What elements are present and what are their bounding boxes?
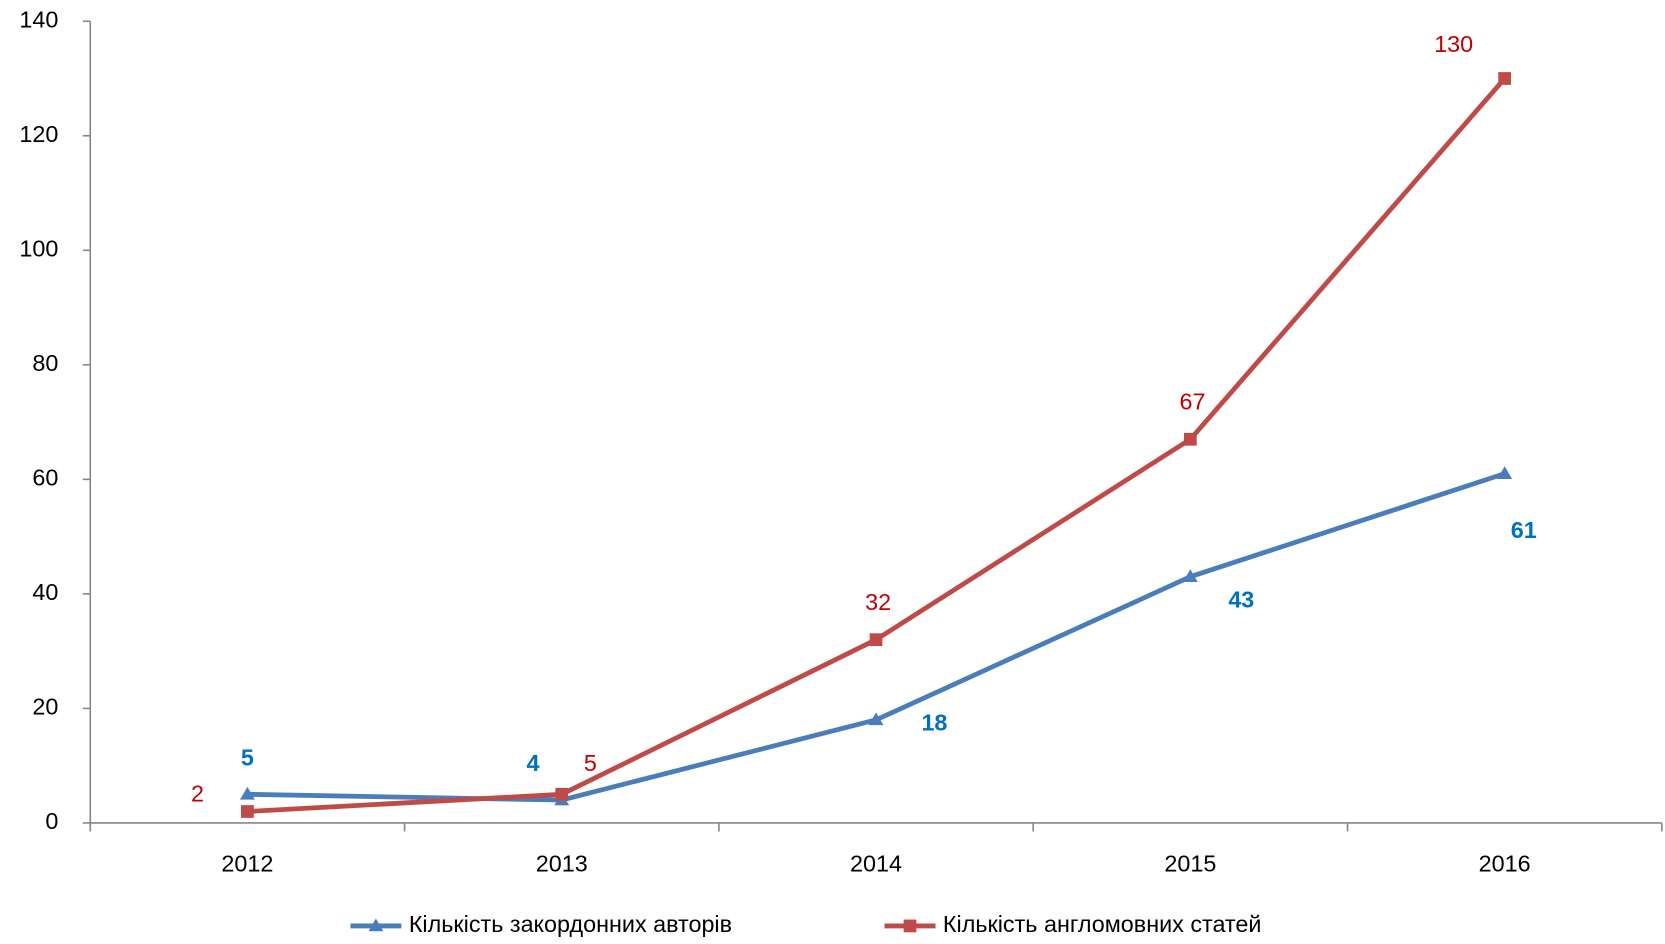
marker <box>241 805 254 818</box>
marker <box>555 787 569 801</box>
x-tick-label: 2012 <box>221 851 273 877</box>
marker <box>1182 569 1198 583</box>
data-label: 4 <box>527 750 540 776</box>
y-tick-label: 100 <box>19 235 58 261</box>
y-tick-label: 20 <box>32 694 58 720</box>
marker <box>368 918 384 932</box>
series-line <box>247 76 1507 814</box>
marker <box>239 786 255 800</box>
marker <box>869 633 883 647</box>
marker <box>903 919 917 933</box>
x-tick-label: 2015 <box>1164 851 1216 877</box>
data-label: 67 <box>1179 388 1205 414</box>
data-label: 2 <box>191 781 204 807</box>
y-tick-label: 40 <box>32 579 58 605</box>
marker <box>1183 432 1197 446</box>
data-label: 18 <box>921 709 947 735</box>
y-tick-label: 140 <box>19 6 58 32</box>
x-tick-label: 2016 <box>1479 851 1531 877</box>
y-tick-label: 120 <box>19 121 58 147</box>
y-tick-label: 60 <box>32 465 58 491</box>
data-label: 5 <box>241 744 254 770</box>
y-tick-label: 80 <box>32 350 58 376</box>
legend-label: Кількість закордонних авторів <box>409 911 732 937</box>
data-label: 5 <box>584 750 597 776</box>
data-label: 61 <box>1511 517 1537 543</box>
marker <box>868 712 884 726</box>
data-label: 43 <box>1228 586 1254 612</box>
legend-label: Кількість англомовних статей <box>943 911 1261 937</box>
x-tick-label: 2014 <box>850 851 902 877</box>
data-label: 32 <box>865 589 891 615</box>
marker <box>1497 466 1513 479</box>
x-tick-label: 2013 <box>536 851 588 877</box>
y-tick-label: 0 <box>45 808 58 834</box>
data-label: 130 <box>1434 31 1473 57</box>
marker <box>1498 72 1512 85</box>
